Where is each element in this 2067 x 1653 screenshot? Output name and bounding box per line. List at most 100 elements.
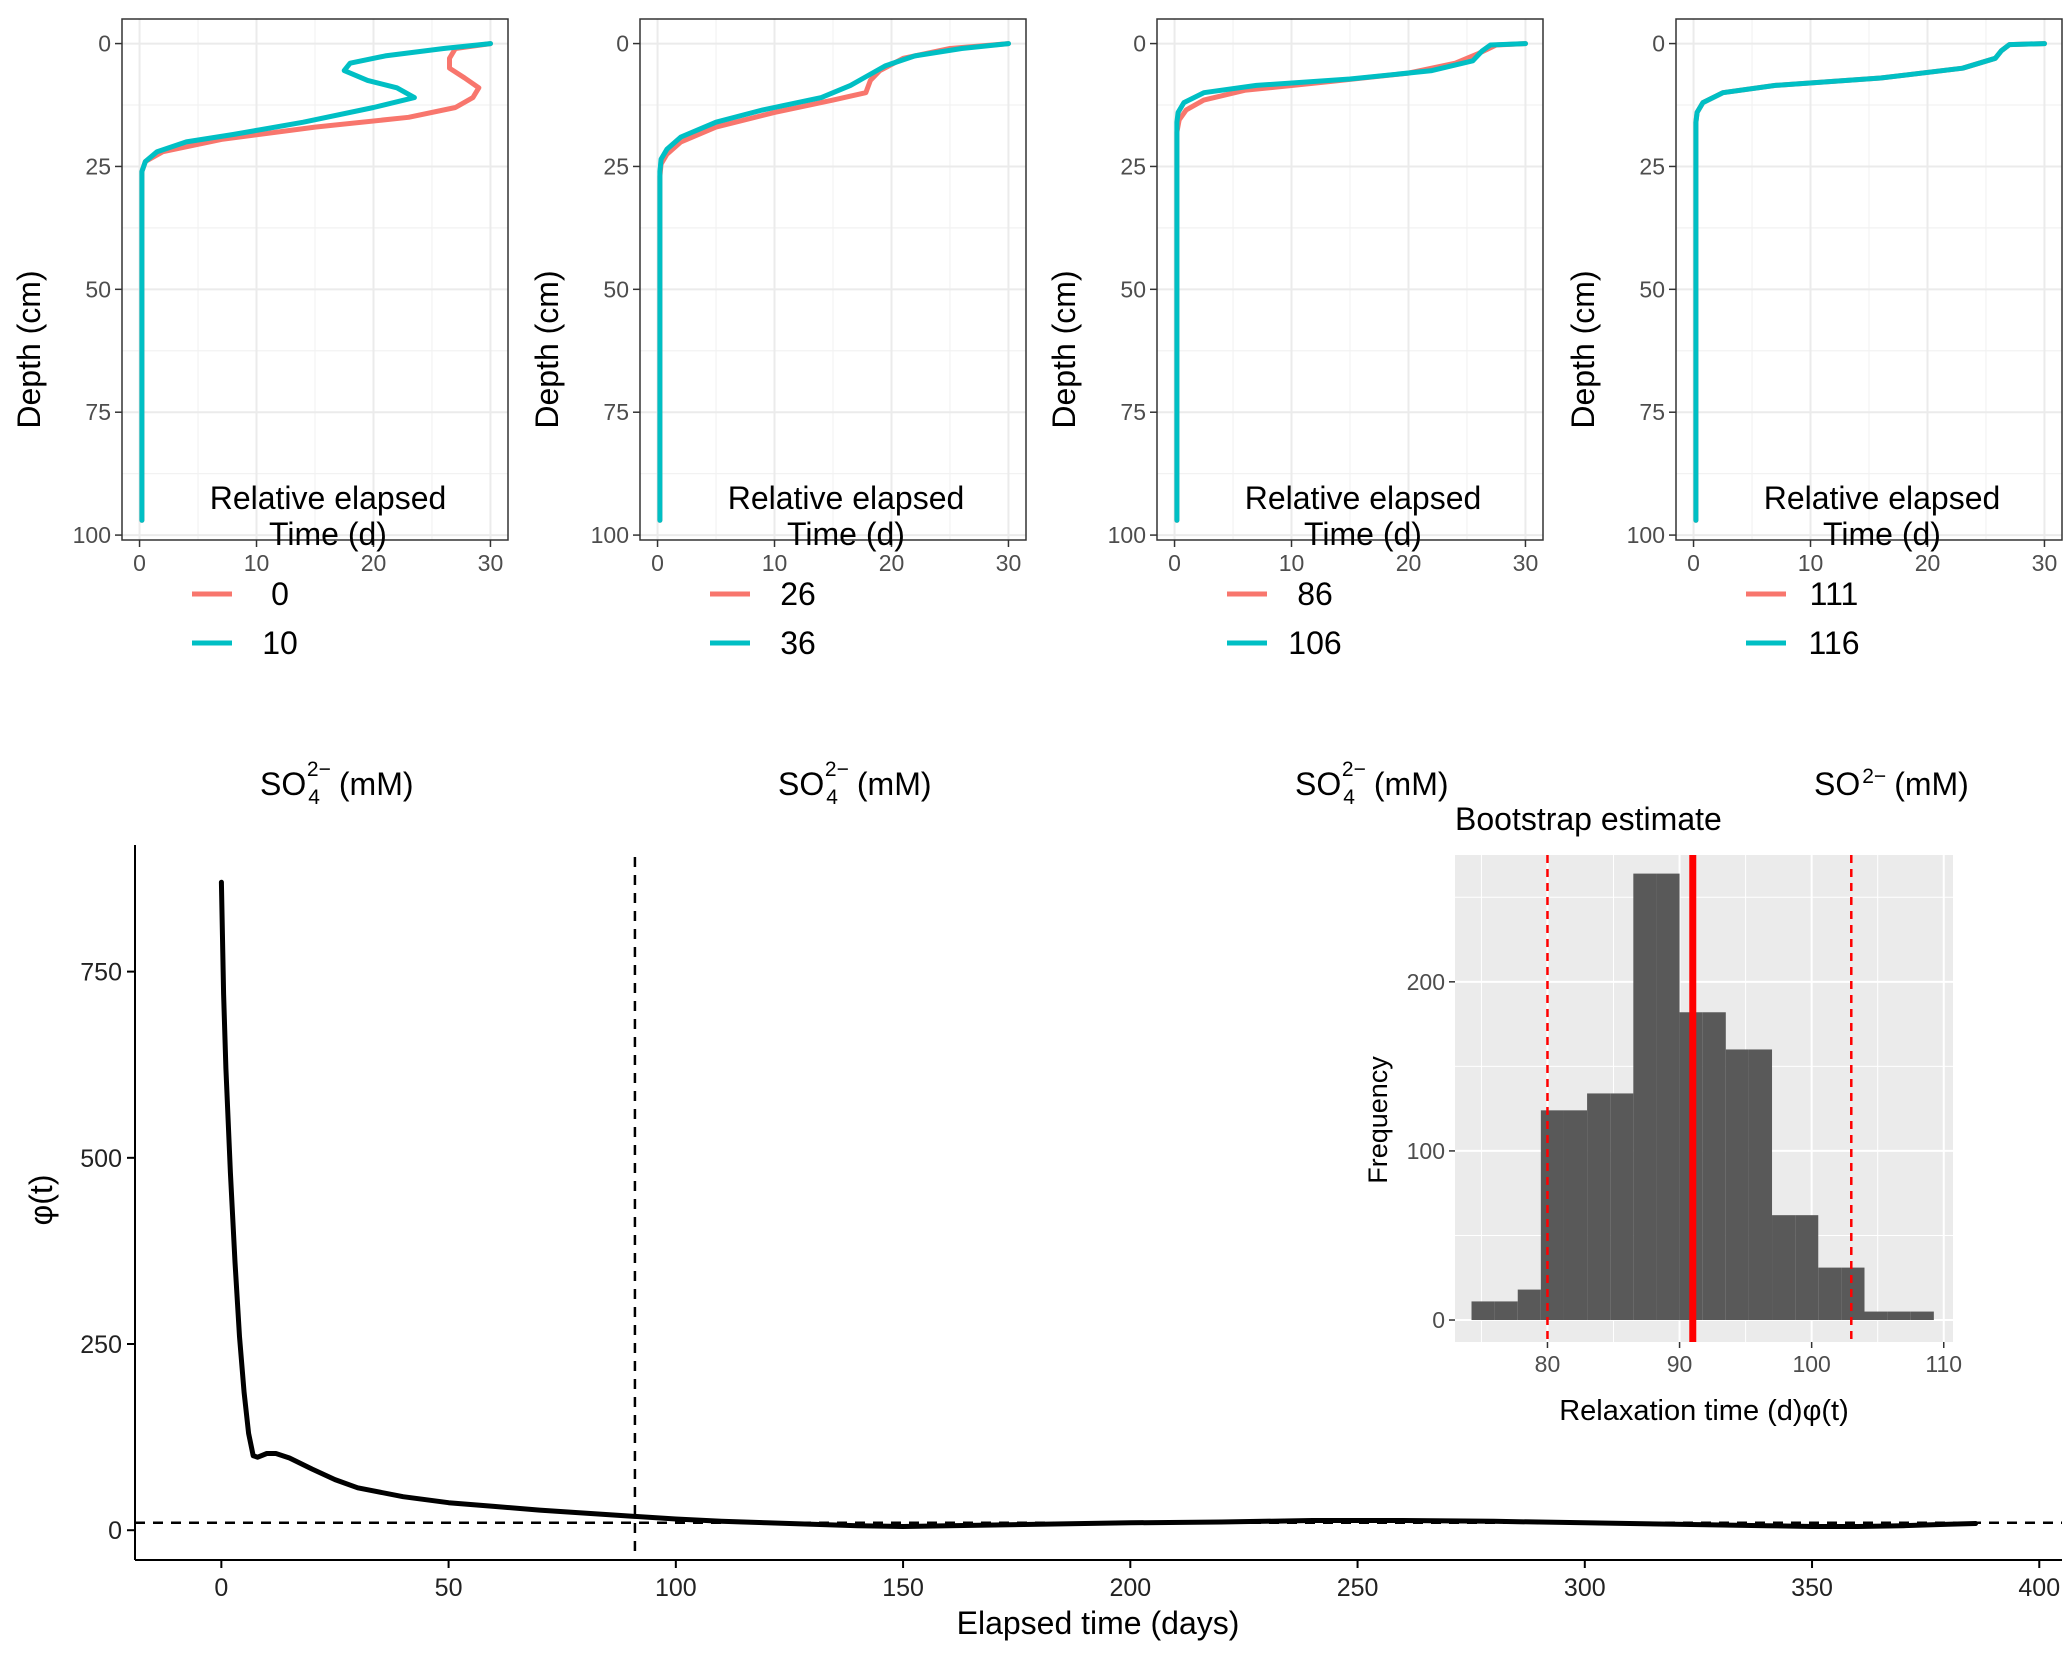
x-axis-title: SO4 2− (mM): [260, 758, 414, 809]
histogram-bar: [1702, 1012, 1726, 1321]
y-axis-title: Depth (cm): [1046, 270, 1082, 428]
histogram-bar: [1772, 1215, 1796, 1321]
x-tick-label: 0: [651, 550, 664, 576]
legend-label-10: 10: [262, 625, 298, 661]
y-tick-label: 50: [1120, 276, 1146, 302]
histogram-bar: [1795, 1215, 1819, 1321]
x-tick-label: 10: [1279, 550, 1305, 576]
x-tick-label: 400: [2018, 1574, 2060, 1602]
x-axis-title-main: SO: [1295, 766, 1341, 802]
legend-label-111: 111: [1810, 576, 1859, 612]
y-tick-label: 100: [1108, 522, 1146, 548]
x-tick-label: 110: [1925, 1351, 1962, 1377]
y-axis-title: Depth (cm): [1565, 270, 1601, 428]
y-tick-label: 50: [85, 276, 111, 302]
legend-title-line1: Relative elapsed: [728, 480, 965, 516]
y-tick-label: 50: [1639, 276, 1665, 302]
panel-border: [1675, 18, 2063, 541]
x-axis-title: Relaxation time (d)φ(t): [1559, 1395, 1849, 1427]
x-tick-label: 30: [478, 550, 504, 576]
x-tick-label: 0: [133, 550, 146, 576]
x-axis-title: Elapsed time (days): [957, 1605, 1240, 1641]
x-axis-title-main: SO: [778, 766, 824, 802]
x-tick-label: 50: [435, 1574, 463, 1602]
x-tick-label: 0: [1168, 550, 1181, 576]
y-tick-label: 100: [1627, 522, 1665, 548]
legend-label-0: 0: [271, 576, 289, 612]
panel-border: [639, 18, 1027, 541]
y-tick-label: 0: [1133, 31, 1146, 57]
x-tick-label: 30: [1513, 550, 1539, 576]
y-axis-title: φ(t): [23, 1175, 59, 1226]
histogram-bar: [1910, 1311, 1934, 1321]
x-tick-label: 100: [655, 1574, 697, 1602]
x-axis-title-main: SO: [1814, 766, 1860, 802]
histogram-bar: [1517, 1289, 1541, 1321]
y-axis-title: Depth (cm): [11, 270, 47, 428]
y-tick-label: 75: [85, 399, 111, 425]
x-tick-label: 20: [1396, 550, 1422, 576]
y-axis-title: Depth (cm): [529, 270, 565, 428]
legend-title-line1: Relative elapsed: [210, 480, 447, 516]
histogram-bar: [1656, 873, 1680, 1321]
x-tick-label: 30: [2032, 550, 2058, 576]
profile-panel-2: 0 10 20 30 0 25 50 75 100 SO4 2− (mM) Depth (cm) Rela…: [529, 18, 1027, 809]
x-tick-label: 80: [1535, 1351, 1561, 1377]
x-axis-title-main: SO: [260, 766, 306, 802]
histogram-bar: [1494, 1301, 1518, 1321]
legend-label-86: 86: [1297, 576, 1333, 612]
histogram-title: Bootstrap estimate: [1455, 801, 1722, 837]
series-line-36: [657, 41, 1011, 523]
legend-label-106: 106: [1288, 625, 1341, 661]
panel-border: [1156, 18, 1544, 541]
y-tick-label: 250: [80, 1331, 122, 1359]
phi-panel: 0 50 100 150 200 250 300 350 400 0 250 500 750 Elapse…: [23, 845, 2062, 1641]
x-axis-title-superscript: 2−: [1862, 765, 1886, 788]
profile-panel-3: 0 10 20 30 0 25 50 75 100 SO4 2− (mM) Depth (cm) Rela…: [1046, 18, 1544, 809]
x-axis-title-subscript: 4: [826, 786, 838, 809]
histogram-bar: [1748, 1049, 1773, 1321]
x-axis-title-unit: (mM): [339, 766, 414, 802]
x-axis-title: SO2− (mM): [1814, 765, 1969, 802]
x-axis-title-superscript: 2−: [1342, 758, 1366, 781]
x-axis-title-superscript: 2−: [825, 758, 849, 781]
x-axis-title: SO4 2− (mM): [778, 758, 932, 809]
histogram-bar: [1841, 1267, 1865, 1321]
legend-title-line1: Relative elapsed: [1764, 480, 2001, 516]
panel-border: [121, 18, 509, 541]
x-tick-label: 350: [1791, 1574, 1833, 1602]
legend-title-line2: Time (d): [1823, 516, 1941, 552]
y-tick-label: 0: [108, 1517, 122, 1545]
histogram-bar: [1563, 1110, 1588, 1321]
x-tick-label: 300: [1564, 1574, 1606, 1602]
x-axis-title: SO4 2− (mM): [1295, 758, 1449, 809]
x-tick-label: 0: [214, 1574, 228, 1602]
histogram-bar: [1610, 1093, 1634, 1321]
histogram-bar: [1471, 1301, 1495, 1321]
x-tick-label: 20: [879, 550, 905, 576]
y-tick-label: 75: [603, 399, 629, 425]
x-tick-label: 0: [1687, 550, 1700, 576]
x-axis-title-unit: (mM): [1894, 766, 1969, 802]
y-tick-label: 75: [1120, 399, 1146, 425]
x-tick-label: 90: [1667, 1351, 1693, 1377]
series-line-106: [1174, 41, 1528, 523]
y-tick-label: 25: [1120, 153, 1146, 179]
x-tick-label: 10: [1798, 550, 1824, 576]
y-tick-label: 0: [1432, 1307, 1445, 1333]
legend-title-line1: Relative elapsed: [1245, 480, 1482, 516]
histogram-bar: [1725, 1049, 1749, 1321]
series-line-10: [139, 41, 493, 523]
histogram-bar: [1540, 1110, 1564, 1321]
x-tick-label: 200: [1109, 1574, 1151, 1602]
phi-series-line: [218, 879, 1979, 1529]
y-tick-label: 100: [1407, 1138, 1445, 1164]
x-tick-label: 150: [882, 1574, 924, 1602]
x-axis-title-subscript: 4: [1343, 786, 1355, 809]
y-axis-title: Frequency: [1363, 1056, 1393, 1184]
histogram-bar: [1633, 873, 1657, 1321]
